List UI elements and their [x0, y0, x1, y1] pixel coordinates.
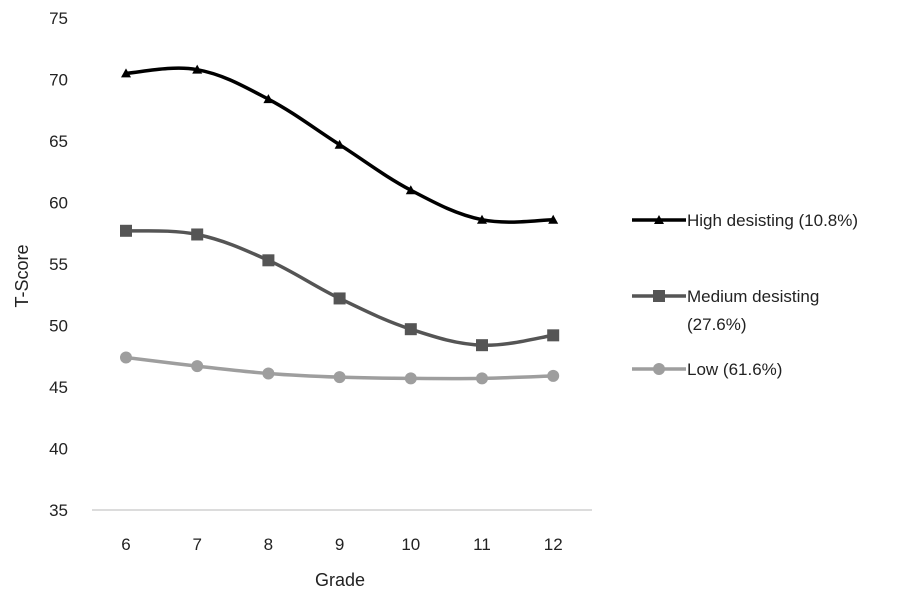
x-tick-label: 12 — [544, 535, 563, 554]
x-tick-label: 6 — [121, 535, 130, 554]
legend-label: Low (61.6%) — [687, 360, 782, 379]
data-point — [191, 360, 204, 373]
series-2 — [120, 224, 560, 352]
data-point — [476, 339, 488, 352]
x-tick-label: 8 — [264, 535, 273, 554]
y-tick-label: 75 — [49, 9, 68, 28]
data-point — [548, 214, 559, 224]
y-tick-label: 55 — [49, 255, 68, 274]
data-point — [263, 94, 274, 104]
data-point — [333, 292, 346, 305]
data-point — [262, 254, 275, 267]
data-point — [191, 228, 204, 241]
y-tick-label: 60 — [49, 194, 68, 213]
data-point — [120, 224, 132, 237]
x-tick-label: 10 — [401, 535, 420, 554]
legend-label: High desisting (10.8%) — [687, 211, 858, 230]
data-point — [476, 372, 488, 385]
legend-item-2: Medium desisting (27.6%) — [632, 287, 819, 334]
legend-marker — [654, 215, 664, 224]
plot-area — [120, 64, 560, 385]
data-point — [334, 139, 345, 149]
y-tick-label: 40 — [49, 440, 68, 459]
data-point — [404, 323, 417, 336]
data-point — [547, 369, 560, 382]
x-tick-label: 11 — [473, 535, 491, 554]
x-axis-title: Grade — [315, 570, 365, 590]
data-point — [405, 185, 416, 195]
y-tick-label: 70 — [49, 71, 68, 90]
series-1 — [121, 64, 559, 224]
legend-item-3: Low (61.6%) — [632, 360, 782, 379]
legend-label: (27.6%) — [687, 315, 747, 334]
series-3 — [120, 351, 560, 385]
legend: High desisting (10.8%) Medium desisting (2… — [632, 211, 858, 379]
legend-marker — [653, 290, 665, 302]
data-point — [404, 372, 417, 385]
y-axis-title: T-Score — [12, 244, 32, 307]
data-point — [547, 329, 560, 342]
y-tick-label: 50 — [49, 317, 68, 336]
series-line — [124, 229, 555, 347]
axes: 35 40 45 50 55 60 65 70 75 6 7 8 9 10 11 12 — [49, 9, 592, 554]
data-point — [477, 214, 487, 224]
data-point — [120, 351, 132, 364]
x-tick-label: 7 — [192, 535, 201, 554]
y-tick-label: 65 — [49, 132, 68, 151]
data-point — [333, 371, 346, 384]
legend-item-1: High desisting (10.8%) — [632, 211, 858, 230]
y-tick-label: 45 — [49, 378, 68, 397]
data-point — [262, 367, 275, 380]
x-tick-label: 9 — [335, 535, 344, 554]
data-point — [121, 68, 131, 78]
data-point — [192, 64, 203, 74]
y-tick-label: 35 — [49, 501, 68, 520]
legend-label: Medium desisting — [687, 287, 819, 306]
legend-marker — [653, 363, 665, 375]
